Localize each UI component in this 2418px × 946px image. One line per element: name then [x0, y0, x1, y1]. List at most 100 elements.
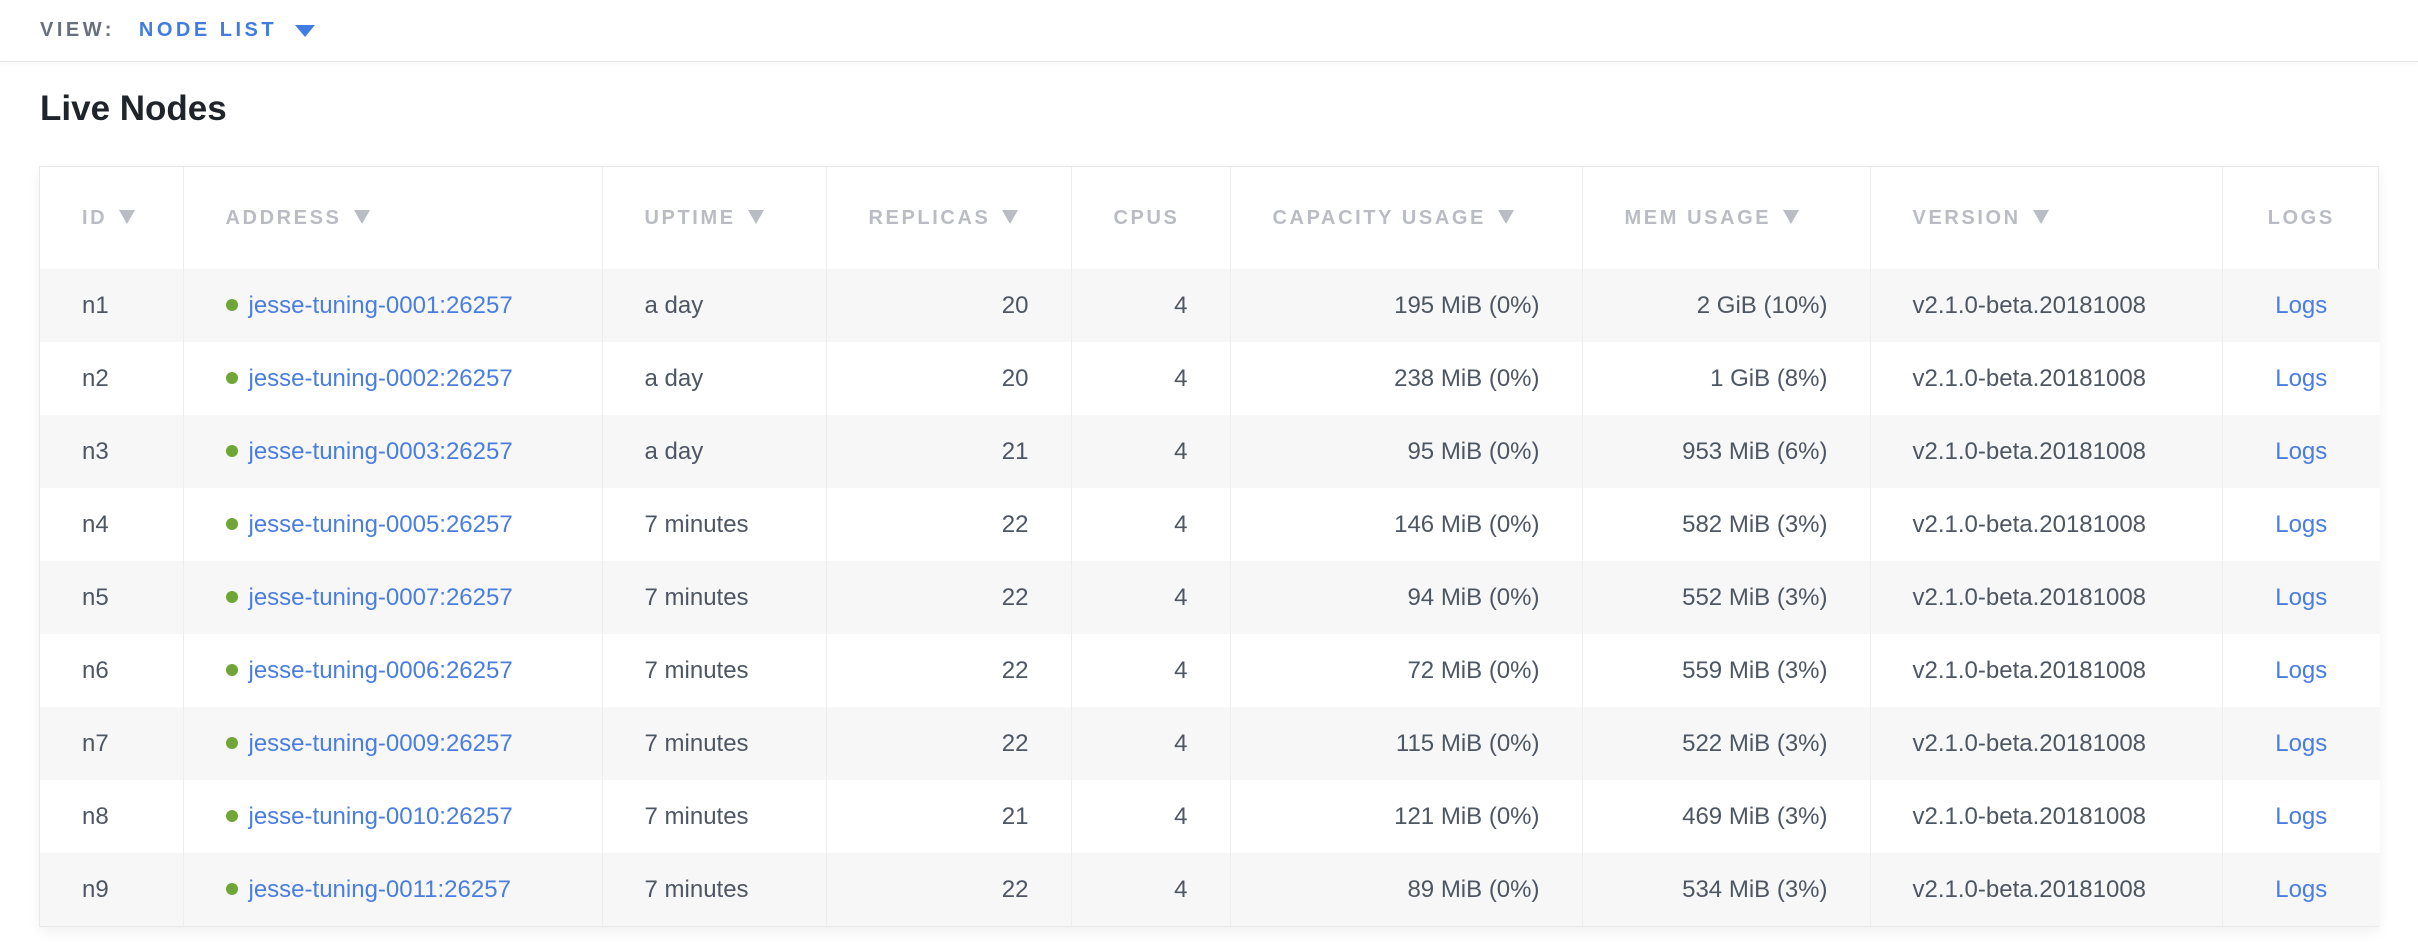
cell-logs: Logs: [2221, 780, 2380, 853]
cell-value: 7 minutes: [644, 510, 749, 538]
node-address-link[interactable]: jesse-tuning-0006:26257: [248, 656, 513, 684]
cell-capacity: 195 MiB (0%): [1229, 269, 1582, 342]
cell-value: 552 MiB (3%): [1682, 583, 1828, 611]
cell-id: n3: [40, 415, 183, 488]
column-header-replicas[interactable]: REPLICAS: [825, 167, 1071, 269]
column-header-address[interactable]: ADDRESS: [182, 167, 602, 269]
column-header-uptime[interactable]: UPTIME: [601, 167, 826, 269]
node-address-link[interactable]: jesse-tuning-0009:26257: [248, 729, 513, 757]
cell-value: 21: [1001, 437, 1029, 465]
cell-address: jesse-tuning-0005:26257: [182, 488, 602, 561]
node-address-link[interactable]: jesse-tuning-0001:26257: [248, 291, 513, 319]
cell-address: jesse-tuning-0006:26257: [182, 634, 602, 707]
cell-replicas: 22: [825, 634, 1071, 707]
cell-logs: Logs: [2221, 269, 2380, 342]
cell-capacity: 94 MiB (0%): [1229, 561, 1582, 634]
cell-version: v2.1.0-beta.20181008: [1869, 707, 2222, 780]
table-header-row: ID ADDRESS UPTIME REPLICAS CPUS CAPACITY USAG…: [40, 167, 2380, 269]
table-row: n7 jesse-tuning-0009:26257 7 minutes 22 4 115…: [40, 707, 2380, 780]
logs-link[interactable]: Logs: [2275, 364, 2328, 392]
view-label: VIEW:: [40, 19, 115, 41]
column-header-version[interactable]: VERSION: [1869, 167, 2222, 269]
sort-desc-icon: [1783, 209, 1800, 224]
node-address-link[interactable]: jesse-tuning-0010:26257: [248, 802, 513, 830]
cell-value: 469 MiB (3%): [1682, 802, 1828, 830]
cell-capacity: 238 MiB (0%): [1229, 342, 1582, 415]
cell-replicas: 22: [825, 853, 1071, 926]
column-header-label: REPLICAS: [868, 206, 991, 229]
live-nodes-table: ID ADDRESS UPTIME REPLICAS CPUS CAPACITY USAG…: [40, 167, 2380, 926]
column-header-label: CPUS: [1113, 206, 1180, 229]
cell-value: a day: [644, 437, 704, 465]
cell-uptime: 7 minutes: [601, 780, 826, 853]
column-header-label: UPTIME: [644, 206, 736, 229]
sort-desc-icon: [119, 209, 136, 224]
sort-desc-icon: [1002, 209, 1019, 224]
live-nodes-table-container: ID ADDRESS UPTIME REPLICAS CPUS CAPACITY USAG…: [39, 166, 2380, 927]
cell-value: n5: [82, 583, 109, 611]
cell-logs: Logs: [2221, 342, 2380, 415]
cell-value: 94 MiB (0%): [1407, 583, 1540, 611]
node-address-link[interactable]: jesse-tuning-0011:26257: [248, 875, 511, 903]
cell-value: 20: [1001, 291, 1029, 319]
logs-link[interactable]: Logs: [2275, 656, 2328, 684]
logs-link[interactable]: Logs: [2275, 875, 2328, 903]
cell-cpus: 4: [1070, 488, 1230, 561]
cell-replicas: 22: [825, 488, 1071, 561]
cell-capacity: 72 MiB (0%): [1229, 634, 1582, 707]
cell-value: v2.1.0-beta.20181008: [1912, 364, 2147, 392]
cell-value: 22: [1001, 583, 1029, 611]
node-address-link[interactable]: jesse-tuning-0005:26257: [248, 510, 513, 538]
node-live-status-icon: [225, 371, 238, 384]
cell-logs: Logs: [2221, 634, 2380, 707]
column-header-mem[interactable]: MEM USAGE: [1581, 167, 1870, 269]
logs-link[interactable]: Logs: [2275, 291, 2328, 319]
column-header-capacity[interactable]: CAPACITY USAGE: [1229, 167, 1582, 269]
logs-link[interactable]: Logs: [2275, 802, 2328, 830]
cell-value: 4: [1174, 291, 1188, 319]
logs-link[interactable]: Logs: [2275, 583, 2328, 611]
cell-uptime: 7 minutes: [601, 634, 826, 707]
cell-value: 953 MiB (6%): [1682, 437, 1828, 465]
cell-value: 7 minutes: [644, 875, 749, 903]
cell-logs: Logs: [2221, 415, 2380, 488]
cell-value: 22: [1001, 510, 1029, 538]
cell-cpus: 4: [1070, 853, 1230, 926]
node-address-link[interactable]: jesse-tuning-0002:26257: [248, 364, 513, 392]
node-address-link[interactable]: jesse-tuning-0007:26257: [248, 583, 513, 611]
cell-value: 7 minutes: [644, 656, 749, 684]
node-live-status-icon: [225, 882, 238, 895]
cell-capacity: 89 MiB (0%): [1229, 853, 1582, 926]
cell-replicas: 20: [825, 269, 1071, 342]
cell-value: v2.1.0-beta.20181008: [1912, 437, 2147, 465]
cell-value: v2.1.0-beta.20181008: [1912, 729, 2147, 757]
logs-link[interactable]: Logs: [2275, 729, 2328, 757]
column-header-id[interactable]: ID: [40, 167, 183, 269]
cell-version: v2.1.0-beta.20181008: [1869, 415, 2222, 488]
cell-version: v2.1.0-beta.20181008: [1869, 780, 2222, 853]
cell-uptime: a day: [601, 415, 826, 488]
cell-capacity: 115 MiB (0%): [1229, 707, 1582, 780]
cell-value: v2.1.0-beta.20181008: [1912, 656, 2147, 684]
cell-value: 146 MiB (0%): [1394, 510, 1540, 538]
table-row: n5 jesse-tuning-0007:26257 7 minutes 22 4 94 …: [40, 561, 2380, 634]
view-selector-dropdown[interactable]: NODE LIST: [139, 19, 316, 42]
cell-replicas: 22: [825, 561, 1071, 634]
cell-replicas: 21: [825, 415, 1071, 488]
cell-value: 4: [1174, 364, 1188, 392]
cell-address: jesse-tuning-0002:26257: [182, 342, 602, 415]
sort-desc-icon: [2032, 209, 2049, 224]
cell-mem: 522 MiB (3%): [1581, 707, 1870, 780]
node-address-link[interactable]: jesse-tuning-0003:26257: [248, 437, 513, 465]
cell-value: 2 GiB (10%): [1696, 291, 1828, 319]
column-header-label: MEM USAGE: [1624, 206, 1772, 229]
cell-logs: Logs: [2221, 488, 2380, 561]
logs-link[interactable]: Logs: [2275, 437, 2328, 465]
cell-value: 7 minutes: [644, 583, 749, 611]
node-live-status-icon: [225, 590, 238, 603]
cell-value: 4: [1174, 583, 1188, 611]
cell-capacity: 95 MiB (0%): [1229, 415, 1582, 488]
logs-link[interactable]: Logs: [2275, 510, 2328, 538]
cell-mem: 1 GiB (8%): [1581, 342, 1870, 415]
column-header-label: CAPACITY USAGE: [1272, 206, 1486, 229]
